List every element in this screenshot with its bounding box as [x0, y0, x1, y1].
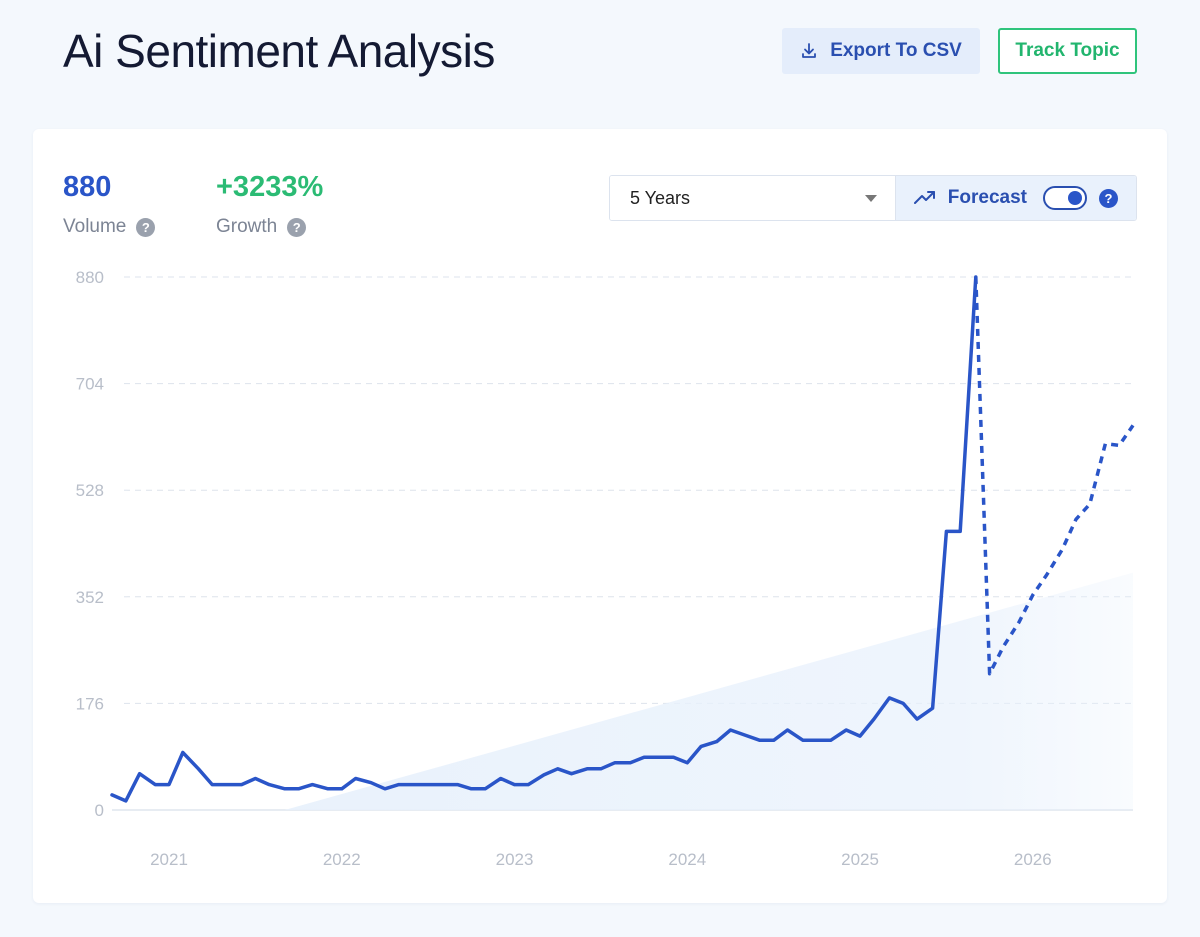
page-title: Ai Sentiment Analysis: [63, 25, 495, 77]
trend-chart: 880 704 528 352 176 0 2021 2022 2023 2024 2025 2026: [76, 268, 1135, 869]
growth-help-icon[interactable]: ?: [287, 217, 307, 237]
y-tick-label: 352: [76, 588, 104, 607]
trend-card: 880 Volume ? +3233% Growth ? 5 Years For…: [33, 129, 1167, 903]
volume-label-row: Volume ?: [63, 216, 156, 238]
trend-area: [284, 572, 1133, 810]
y-tick-label: 528: [76, 481, 104, 500]
volume-value: 880: [63, 171, 112, 203]
volume-help-icon[interactable]: ?: [136, 217, 156, 237]
forecast-control: Forecast ?: [895, 176, 1136, 220]
export-csv-button[interactable]: Export To CSV: [782, 28, 980, 74]
track-topic-button[interactable]: Track Topic: [998, 28, 1137, 74]
x-tick-label: 2025: [841, 850, 879, 869]
forecast-help-icon[interactable]: ?: [1099, 188, 1118, 208]
actual-series-line: [110, 275, 978, 803]
toggle-knob: [1068, 191, 1082, 205]
chart-controls: 5 Years Forecast ?: [609, 175, 1137, 221]
trending-up-icon: [913, 191, 935, 204]
x-tick-label: 2021: [150, 850, 188, 869]
chevron-down-icon: [864, 194, 877, 202]
download-icon: [802, 43, 817, 58]
growth-label-row: Growth ?: [216, 216, 307, 238]
x-tick-label: 2024: [668, 850, 706, 869]
forecast-series-line: [974, 276, 1135, 676]
y-tick-label: 176: [76, 694, 104, 713]
y-tick-label: 0: [95, 801, 104, 820]
growth-label: Growth: [216, 216, 278, 237]
volume-label: Volume: [63, 216, 127, 237]
forecast-label: Forecast: [947, 187, 1027, 208]
x-tick-label: 2022: [323, 850, 361, 869]
time-range-value: 5 Years: [630, 187, 691, 208]
y-tick-label: 704: [76, 375, 104, 394]
time-range-select[interactable]: 5 Years: [610, 176, 896, 220]
x-tick-label: 2023: [496, 850, 534, 869]
y-tick-label: 880: [76, 268, 104, 287]
forecast-toggle[interactable]: [1043, 186, 1087, 210]
x-tick-label: 2026: [1014, 850, 1052, 869]
export-csv-label: Export To CSV: [830, 40, 962, 61]
growth-value: +3233%: [216, 171, 324, 203]
